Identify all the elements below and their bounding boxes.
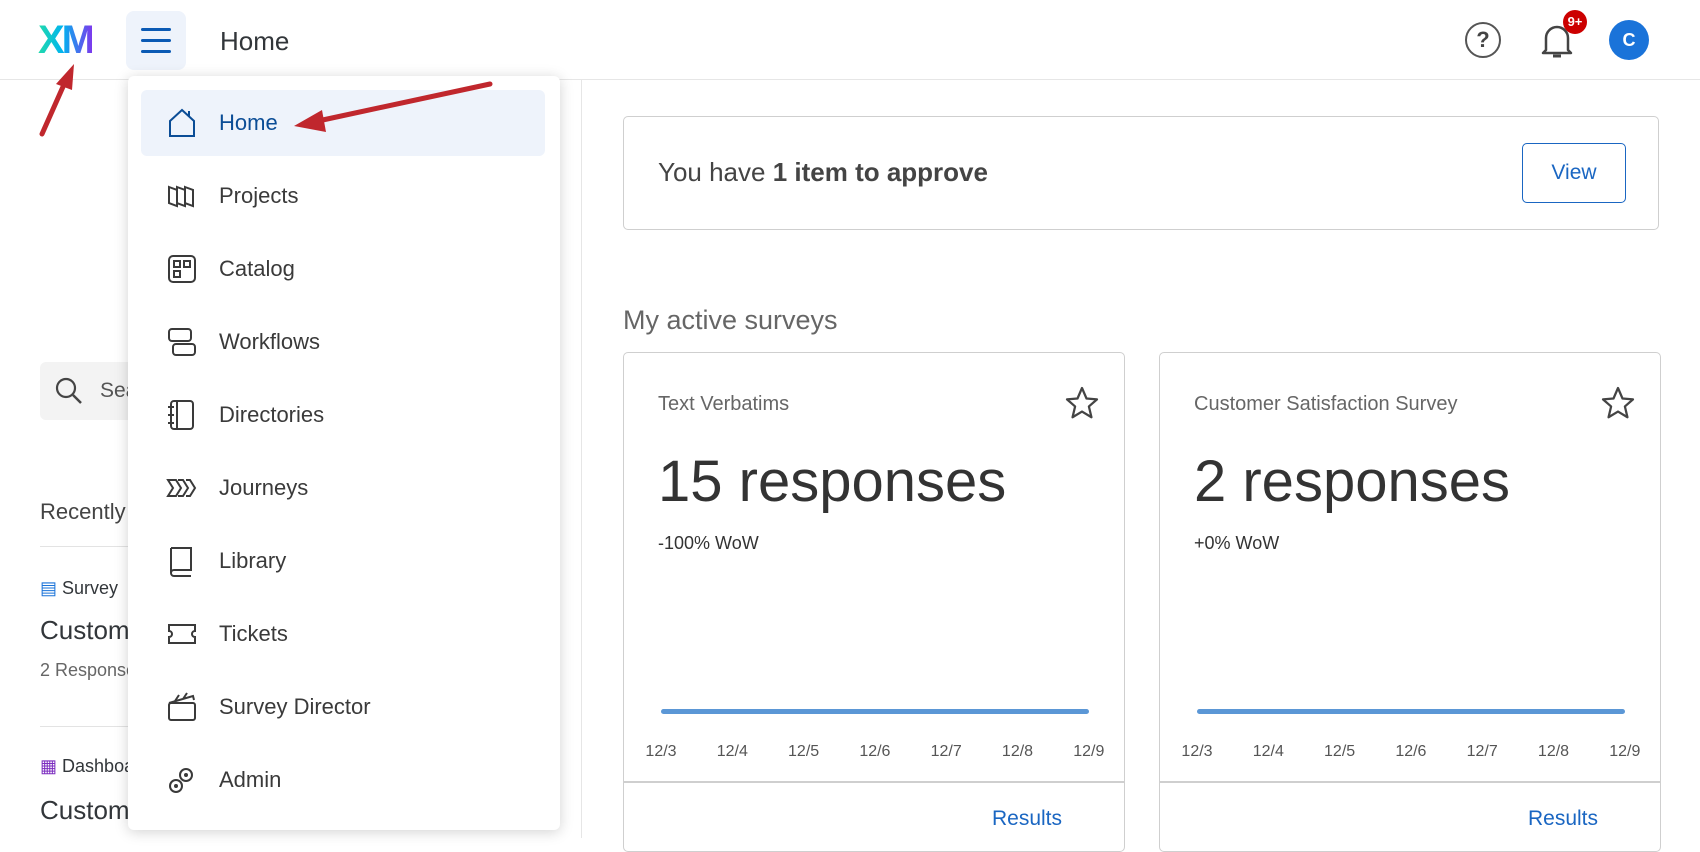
recent-item-meta: 2 Responses	[40, 660, 130, 680]
star-icon[interactable]	[1064, 385, 1100, 421]
menu-toggle-button[interactable]	[126, 11, 186, 70]
help-icon[interactable]: ?	[1465, 22, 1501, 58]
gears-icon	[169, 768, 193, 793]
menu-item-library[interactable]: Library	[141, 528, 545, 594]
workflows-icon	[168, 328, 196, 356]
page-title: Home	[220, 26, 290, 56]
journeys-icon	[166, 479, 197, 497]
x-tick-label: 12/7	[930, 743, 962, 760]
recent-item-type: ▦ Dashboard	[40, 756, 130, 776]
x-tick-label: 12/3	[645, 743, 677, 760]
results-link[interactable]: Results	[991, 807, 1062, 830]
recent-item-name[interactable]: Customer	[40, 795, 130, 825]
approval-banner: You have 1 item to approve View	[623, 116, 1659, 230]
top-header: XM Home ? 9+ C	[0, 0, 1700, 80]
recent-item-name[interactable]: Customer Satisfaction Survey	[40, 615, 130, 645]
approval-text: You have 1 item to approve	[658, 157, 988, 187]
menu-item-label: Admin	[219, 767, 282, 792]
directories-icon	[168, 400, 194, 430]
survey-card[interactable]: Text Verbatims 15 responses -100% WoW 12…	[623, 352, 1125, 852]
menu-item-catalog[interactable]: Catalog	[141, 236, 545, 302]
xm-logo[interactable]: XM	[38, 18, 95, 62]
response-trend-line	[661, 709, 1089, 714]
view-button[interactable]: View	[1522, 143, 1626, 203]
menu-item-journeys[interactable]: Journeys	[141, 455, 545, 521]
menu-item-label: Catalog	[219, 256, 295, 281]
survey-card[interactable]: Customer Satisfaction Survey 2 responses…	[1159, 352, 1661, 852]
divider	[40, 726, 130, 727]
menu-item-label: Journeys	[219, 475, 309, 500]
recent-item-type: ▤ Survey	[40, 578, 119, 598]
menu-item-label: Tickets	[219, 621, 288, 646]
week-over-week: +0% WoW	[1194, 533, 1280, 553]
x-tick-label: 12/9	[1609, 743, 1641, 760]
x-tick-label: 12/8	[1537, 743, 1570, 760]
dashboard-icon: ▦	[40, 756, 58, 776]
x-tick-label: 12/3	[1181, 743, 1213, 760]
menu-item-home[interactable]: Home	[141, 90, 545, 156]
survey-title: Text Verbatims	[658, 393, 790, 415]
catalog-icon	[168, 255, 196, 283]
x-tick-label: 12/4	[716, 743, 748, 760]
star-icon[interactable]	[1600, 385, 1636, 421]
avatar[interactable]: C	[1609, 20, 1649, 60]
menu-item-label: Projects	[219, 183, 299, 208]
divider	[40, 546, 130, 547]
week-over-week: -100% WoW	[658, 533, 759, 553]
results-link[interactable]: Results	[1527, 807, 1598, 830]
x-tick-label: 12/5	[1324, 743, 1356, 760]
section-heading: My active surveys	[623, 305, 838, 335]
library-icon	[170, 547, 192, 577]
menu-item-label: Workflows	[219, 329, 321, 354]
menu-item-label: Directories	[219, 402, 325, 427]
x-tick-label: 12/7	[1466, 743, 1498, 760]
response-trend-line	[1197, 709, 1625, 714]
x-tick-label: 12/8	[1001, 743, 1034, 760]
x-tick-label: 12/5	[788, 743, 820, 760]
divider	[581, 80, 582, 838]
clapperboard-icon	[168, 692, 196, 721]
navigation-menu: Home Projects Catalog Workflows Directories J…	[128, 76, 560, 830]
projects-icon	[168, 185, 194, 208]
tickets-icon	[168, 624, 196, 644]
menu-item-workflows[interactable]: Workflows	[141, 309, 545, 375]
menu-item-projects[interactable]: Projects	[141, 163, 545, 229]
clipboard-icon: ▤	[40, 578, 58, 598]
x-tick-label: 12/4	[1252, 743, 1284, 760]
x-tick-label: 12/9	[1073, 743, 1105, 760]
response-count: 2 responses	[1194, 449, 1510, 514]
bell-icon[interactable]	[1538, 20, 1576, 60]
menu-item-directories[interactable]: Directories	[141, 382, 545, 448]
menu-item-tickets[interactable]: Tickets	[141, 601, 545, 667]
menu-item-label: Library	[219, 548, 287, 573]
response-count: 15 responses	[658, 449, 1007, 514]
search-input[interactable]: Search	[40, 362, 167, 420]
divider	[1160, 781, 1660, 783]
annotation-arrow-logo	[39, 77, 69, 137]
notification-badge: 9+	[1563, 10, 1587, 34]
menu-item-survey-director[interactable]: Survey Director	[141, 674, 545, 740]
survey-title: Customer Satisfaction Survey	[1194, 393, 1458, 415]
x-tick-label: 12/6	[1395, 743, 1427, 760]
menu-item-label: Home	[219, 110, 278, 135]
search-icon	[55, 377, 82, 404]
x-tick-label: 12/6	[859, 743, 891, 760]
home-icon	[169, 108, 195, 137]
menu-item-admin[interactable]: Admin	[141, 747, 545, 813]
divider	[624, 781, 1124, 783]
recent-heading: Recently	[40, 499, 126, 524]
menu-item-label: Survey Director	[219, 694, 371, 719]
